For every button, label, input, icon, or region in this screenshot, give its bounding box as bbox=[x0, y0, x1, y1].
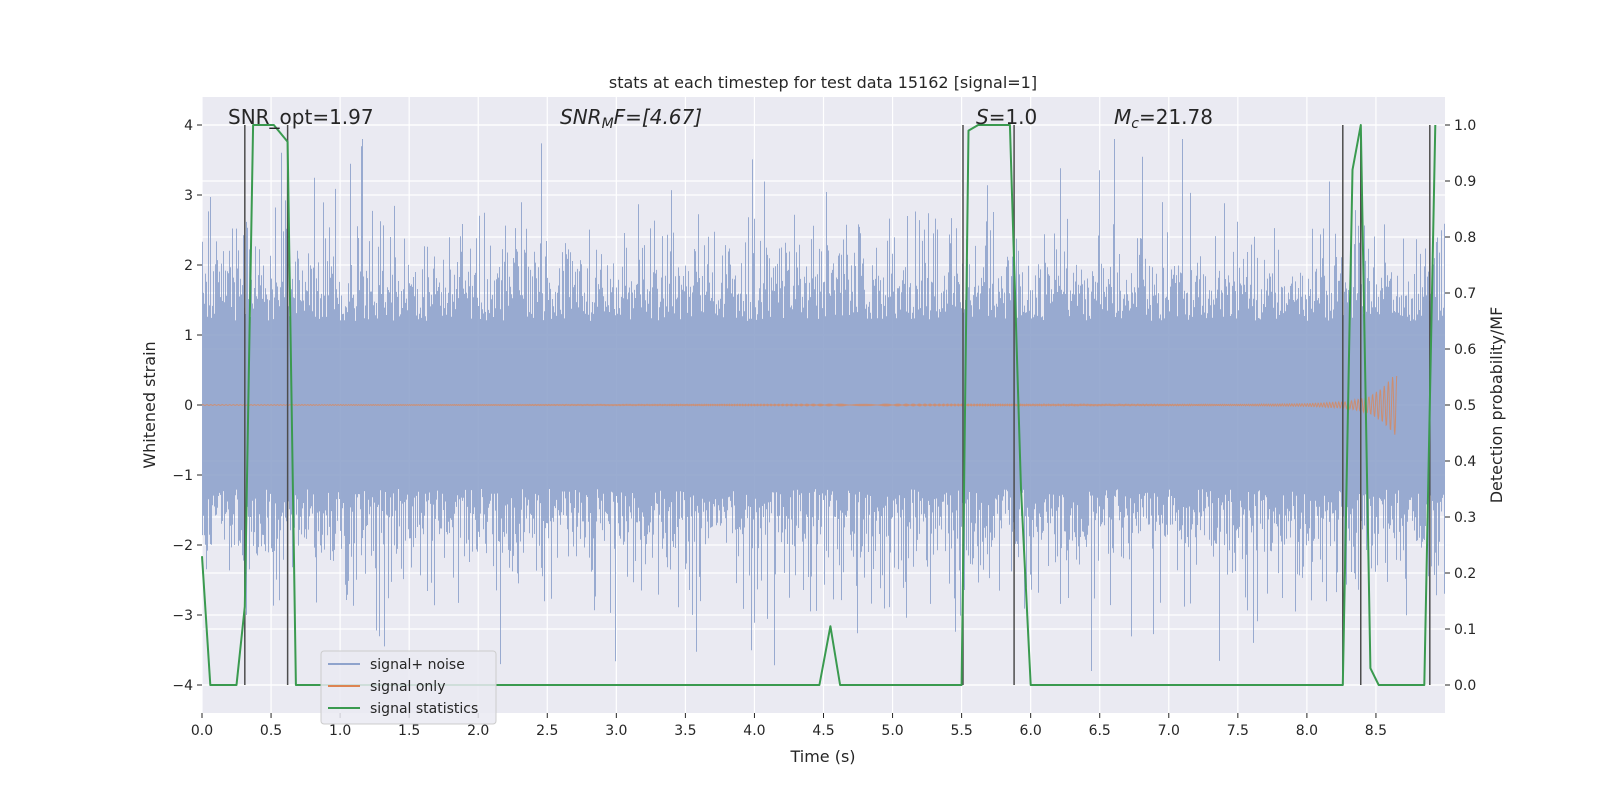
x-tick-label: 0.0 bbox=[191, 723, 213, 739]
y-right-tick-label: 0.1 bbox=[1454, 622, 1476, 638]
y-left-tick-label: −2 bbox=[172, 538, 193, 554]
annotation-snr-mf: SNRMF=[4.67] bbox=[560, 105, 702, 132]
y-left-tick-label: 4 bbox=[184, 118, 193, 134]
legend-box bbox=[320, 650, 497, 725]
y-left-tick-label: 2 bbox=[184, 258, 193, 274]
x-tick-label: 4.5 bbox=[812, 723, 834, 739]
x-tick-label: 4.0 bbox=[743, 723, 765, 739]
x-tick-label: 2.5 bbox=[536, 723, 558, 739]
x-tick-label: 3.5 bbox=[674, 723, 696, 739]
x-tick-label: 5.0 bbox=[881, 723, 903, 739]
legend-label-stats: signal statistics bbox=[370, 701, 478, 717]
x-axis-label: Time (s) bbox=[789, 747, 855, 766]
series-signal-only bbox=[201, 375, 1398, 435]
y-left-tick-label: 0 bbox=[184, 398, 193, 414]
y-right-tick-label: 0.5 bbox=[1454, 398, 1476, 414]
x-tick-label: 7.5 bbox=[1227, 723, 1249, 739]
y-left-tick-label: 3 bbox=[184, 188, 193, 204]
x-tick-label: 6.5 bbox=[1089, 723, 1111, 739]
y-right-tick-label: 0.7 bbox=[1454, 286, 1476, 302]
x-tick-label: 8.5 bbox=[1365, 723, 1387, 739]
series-signal-statistics bbox=[201, 124, 1437, 686]
y-left-tick-label: −1 bbox=[172, 468, 193, 484]
y-right-tick-label: 0.0 bbox=[1454, 678, 1476, 694]
y-left-tick-label: −3 bbox=[172, 608, 193, 624]
legend: signal+ noise signal only signal statist… bbox=[320, 650, 497, 725]
y-right-tick-label: 0.8 bbox=[1454, 230, 1476, 246]
series-signal-plus-noise bbox=[202, 139, 1445, 671]
x-axis-ticks: 0.0 0.5 1.0 1.5 2.0 2.5 3.0 3.5 4.0 4.5 5.0 5.5 6.0 6… bbox=[191, 713, 1387, 739]
y-right-tick-label: 0.9 bbox=[1454, 174, 1476, 190]
noise-trace bbox=[202, 139, 1445, 671]
x-tick-label: 2.0 bbox=[467, 723, 489, 739]
x-tick-label: 1.5 bbox=[398, 723, 420, 739]
x-tick-label: 8.0 bbox=[1296, 723, 1318, 739]
legend-label-noise: signal+ noise bbox=[370, 657, 465, 673]
annotation-snr-opt: SNR_opt=1.97 bbox=[228, 105, 374, 129]
x-tick-label: 1.0 bbox=[329, 723, 351, 739]
y-axis-right-ticks: 1.0 0.9 0.8 0.7 0.6 0.5 0.4 0.3 0.2 0.1 0.0 bbox=[1445, 118, 1476, 694]
chart-title: stats at each timestep for test data 151… bbox=[609, 73, 1037, 92]
annotation-mc: Mc=21.78 bbox=[1114, 105, 1213, 132]
y-axis-right-label: Detection probability/MF bbox=[1487, 307, 1506, 504]
y-left-tick-label: −4 bbox=[172, 678, 193, 694]
y-axis-left-label: Whitened strain bbox=[140, 341, 159, 468]
y-right-tick-label: 0.3 bbox=[1454, 510, 1476, 526]
x-tick-label: 3.0 bbox=[605, 723, 627, 739]
y-axis-left-ticks: 4 3 2 1 0 −1 −2 −3 −4 bbox=[172, 118, 202, 694]
signal-trace bbox=[201, 375, 1398, 435]
x-tick-label: 0.5 bbox=[260, 723, 282, 739]
y-right-tick-label: 0.6 bbox=[1454, 342, 1476, 358]
y-right-tick-label: 1.0 bbox=[1454, 118, 1476, 134]
x-tick-label: 7.0 bbox=[1158, 723, 1180, 739]
annotation-s: S=1.0 bbox=[976, 105, 1037, 129]
y-right-tick-label: 0.4 bbox=[1454, 454, 1476, 470]
legend-label-signal: signal only bbox=[370, 679, 445, 695]
x-tick-label: 5.5 bbox=[950, 723, 972, 739]
stats-line bbox=[201, 124, 1437, 686]
x-tick-label: 6.0 bbox=[1020, 723, 1042, 739]
y-left-tick-label: 1 bbox=[184, 328, 193, 344]
y-right-tick-label: 0.2 bbox=[1454, 566, 1476, 582]
